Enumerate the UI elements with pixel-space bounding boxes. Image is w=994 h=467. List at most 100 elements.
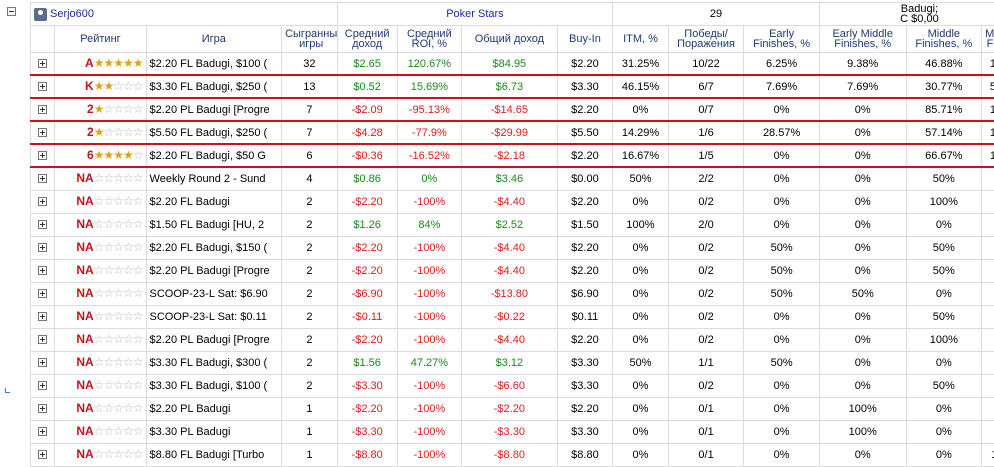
cell-buyin: $3.30 xyxy=(557,76,613,99)
star-filled-icon: ★ xyxy=(113,56,123,70)
star-empty-icon: ☆ xyxy=(113,79,123,93)
expand-cell[interactable] xyxy=(31,375,55,398)
expand-cell[interactable] xyxy=(31,99,55,122)
expand-plus-icon[interactable] xyxy=(38,59,47,68)
expand-cell[interactable] xyxy=(31,444,55,467)
game-summary: Badugi; C $0,00 xyxy=(819,3,994,26)
rating-cell: NA☆☆☆☆☆ xyxy=(55,306,146,329)
column-header-middle-finishes[interactable]: Middle Finishes, % xyxy=(906,26,982,53)
expand-plus-icon[interactable] xyxy=(38,174,47,183)
expand-cell[interactable] xyxy=(31,168,55,191)
expand-plus-icon[interactable] xyxy=(38,335,47,344)
table-row[interactable]: NA☆☆☆☆☆$3.30 FL Badugi, $100 (2-$3.30-10… xyxy=(31,375,994,398)
expand-cell[interactable] xyxy=(31,283,55,306)
expand-plus-icon[interactable] xyxy=(38,312,47,321)
cell-total: -$14.65 xyxy=(462,99,558,122)
cell-early-mid: 0% xyxy=(819,99,906,122)
star-empty-icon: ☆ xyxy=(113,378,123,392)
column-header-game[interactable]: Игра xyxy=(146,26,282,53)
collapse-group-button[interactable] xyxy=(7,7,16,16)
expand-plus-icon[interactable] xyxy=(38,220,47,229)
star-empty-icon: ☆ xyxy=(133,286,143,300)
expand-cell[interactable] xyxy=(31,352,55,375)
expand-plus-icon[interactable] xyxy=(38,243,47,252)
expand-cell[interactable] xyxy=(31,53,55,76)
cell-total: -$4.40 xyxy=(462,191,558,214)
cell-early: 7.69% xyxy=(744,76,820,99)
table-row[interactable]: NA☆☆☆☆☆$2.20 FL Badugi, $150 (2-$2.20-10… xyxy=(31,237,994,260)
player-name[interactable]: Serjo600 xyxy=(50,8,94,20)
expand-cell[interactable] xyxy=(31,214,55,237)
column-header-avg-roi[interactable]: Средний ROI, % xyxy=(397,26,461,53)
column-header-wins-losses[interactable]: Победы/ Поражения xyxy=(668,26,744,53)
expand-plus-icon[interactable] xyxy=(38,427,47,436)
column-header-label: Рейтинг xyxy=(80,34,120,44)
expand-cell[interactable] xyxy=(31,145,55,168)
cell-wl: 0/2 xyxy=(668,191,744,214)
expand-plus-icon[interactable] xyxy=(38,404,47,413)
expand-plus-icon[interactable] xyxy=(38,128,47,137)
column-header-avg-income[interactable]: Средний доход xyxy=(337,26,397,53)
column-header-rating[interactable]: Рейтинг xyxy=(55,26,146,53)
column-header-label: Middle Finishes, % xyxy=(915,29,972,49)
table-row[interactable]: 2★☆☆☆☆$5.50 FL Badugi, $250 (7-$4.28-77.… xyxy=(31,122,994,145)
expand-plus-icon[interactable] xyxy=(38,266,47,275)
expand-cell[interactable] xyxy=(31,191,55,214)
cell-game: SCOOP-23-L Sat: $6.90 xyxy=(146,283,282,306)
cell-buyin: $6.90 xyxy=(557,283,613,306)
expand-cell[interactable] xyxy=(31,260,55,283)
expand-plus-icon[interactable] xyxy=(38,82,47,91)
expand-cell[interactable] xyxy=(31,306,55,329)
expand-plus-icon[interactable] xyxy=(38,289,47,298)
rating-cell: NA☆☆☆☆☆ xyxy=(55,260,146,283)
star-empty-icon: ☆ xyxy=(94,424,104,438)
column-header-early-finishes[interactable]: Early Finishes, % xyxy=(744,26,820,53)
cell-game: $1.50 FL Badugi [HU, 2 xyxy=(146,214,282,237)
expand-cell[interactable] xyxy=(31,122,55,145)
expand-plus-icon[interactable] xyxy=(38,450,47,459)
cell-mid2: 0 xyxy=(982,191,994,214)
expand-plus-icon[interactable] xyxy=(38,197,47,206)
column-header-middle-finishes-2[interactable]: Middle Finish xyxy=(982,26,994,53)
expand-cell[interactable] xyxy=(31,329,55,352)
column-header-buy-in[interactable]: Buy-In xyxy=(557,26,613,53)
expand-cell[interactable] xyxy=(31,237,55,260)
expand-plus-icon[interactable] xyxy=(38,381,47,390)
row-highlight-line xyxy=(30,74,994,76)
expand-cell[interactable] xyxy=(31,398,55,421)
expand-plus-icon[interactable] xyxy=(38,151,47,160)
expand-cell[interactable] xyxy=(31,421,55,444)
player-group-row[interactable]: Serjo600 Poker Stars 29 Badugi; C $0,00 xyxy=(31,3,994,26)
star-filled-icon: ★ xyxy=(123,56,133,70)
column-header-total-income[interactable]: Общий доход xyxy=(462,26,558,53)
player-cell[interactable]: Serjo600 xyxy=(31,3,338,26)
expand-plus-icon[interactable] xyxy=(38,105,47,114)
cell-total: -$3.30 xyxy=(462,421,558,444)
cell-mid2: 50 xyxy=(982,375,994,398)
cell-wl: 0/2 xyxy=(668,283,744,306)
cell-wl: 2/0 xyxy=(668,214,744,237)
column-header-played[interactable]: Сыгранны игры ⬍ xyxy=(282,26,338,53)
column-header-early-middle-finishes[interactable]: Early Middle Finishes, % xyxy=(819,26,906,53)
column-header-label: Общий доход xyxy=(475,34,544,44)
expand-cell[interactable] xyxy=(31,76,55,99)
cell-mid2: 0 xyxy=(982,214,994,237)
cell-mid: 50% xyxy=(906,306,982,329)
column-header-itm[interactable]: ITM, % xyxy=(613,26,669,53)
expand-plus-icon[interactable] xyxy=(38,358,47,367)
